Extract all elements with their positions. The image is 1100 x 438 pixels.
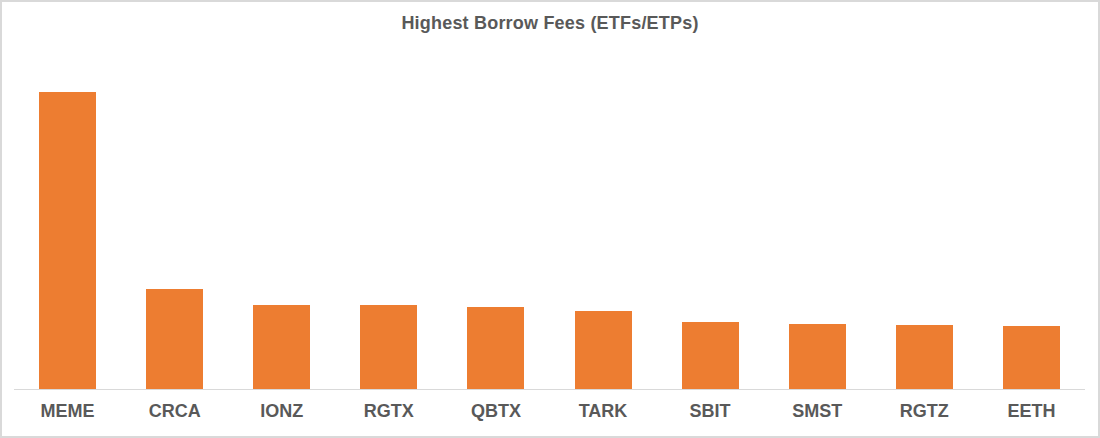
bar-ionz xyxy=(253,305,310,389)
x-tick-label-eeth: EETH xyxy=(978,401,1085,422)
bar-slot-sbit xyxy=(657,47,764,389)
plot-area xyxy=(14,47,1085,390)
x-tick-label-qbtx: QBTX xyxy=(442,401,549,422)
x-tick-label-crca: CRCA xyxy=(121,401,228,422)
bar-crca xyxy=(146,289,203,390)
bar-qbtx xyxy=(467,307,524,389)
bar-rgtz xyxy=(896,325,953,390)
bar-rgtx xyxy=(360,305,417,389)
bar-meme xyxy=(39,92,96,389)
bar-slot-eeth xyxy=(978,47,1085,389)
bar-slot-smst xyxy=(764,47,871,389)
x-tick-label-tark: TARK xyxy=(549,401,656,422)
x-tick-label-meme: MEME xyxy=(14,401,121,422)
bar-slot-rgtz xyxy=(871,47,978,389)
bar-slot-qbtx xyxy=(442,47,549,389)
bar-eeth xyxy=(1003,326,1060,389)
x-axis-labels: MEMECRCAIONZRGTXQBTXTARKSBITSMSTRGTZEETH xyxy=(14,401,1085,422)
chart-canvas: Highest Borrow Fees (ETFs/ETPs) MEMECRCA… xyxy=(0,0,1100,438)
bar-slot-tark xyxy=(549,47,656,389)
x-tick-label-smst: SMST xyxy=(764,401,871,422)
x-tick-label-sbit: SBIT xyxy=(657,401,764,422)
chart-title: Highest Borrow Fees (ETFs/ETPs) xyxy=(2,13,1098,34)
bar-slot-rgtx xyxy=(335,47,442,389)
bar-smst xyxy=(789,324,846,389)
bar-sbit xyxy=(682,322,739,389)
x-tick-label-rgtz: RGTZ xyxy=(871,401,978,422)
x-tick-label-ionz: IONZ xyxy=(228,401,335,422)
bar-tark xyxy=(575,311,632,389)
bar-slot-meme xyxy=(14,47,121,389)
bar-slot-ionz xyxy=(228,47,335,389)
x-tick-label-rgtx: RGTX xyxy=(335,401,442,422)
bar-slot-crca xyxy=(121,47,228,389)
